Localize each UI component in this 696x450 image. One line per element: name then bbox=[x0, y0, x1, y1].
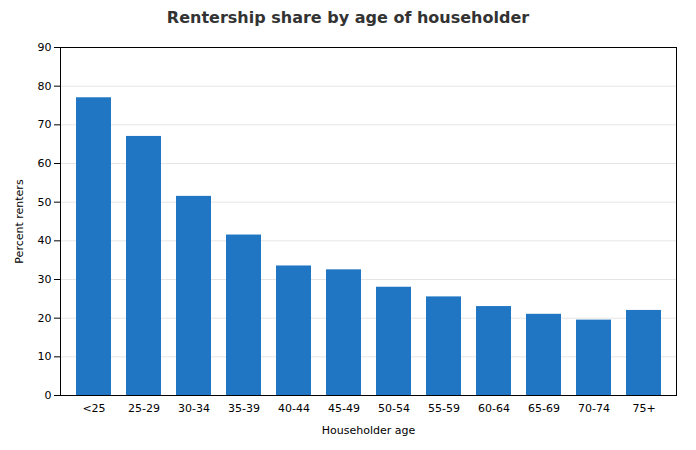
svg-text:50: 50 bbox=[38, 196, 52, 209]
svg-text:50-54: 50-54 bbox=[378, 402, 410, 415]
svg-text:40: 40 bbox=[38, 234, 52, 247]
svg-text:70: 70 bbox=[38, 118, 52, 131]
svg-text:65-69: 65-69 bbox=[528, 402, 560, 415]
svg-text:20: 20 bbox=[38, 312, 52, 325]
svg-text:10: 10 bbox=[38, 350, 52, 363]
svg-text:30-34: 30-34 bbox=[178, 402, 210, 415]
svg-text:<25: <25 bbox=[82, 402, 105, 415]
svg-text:45-49: 45-49 bbox=[328, 402, 360, 415]
svg-text:30: 30 bbox=[38, 273, 52, 286]
svg-text:75+: 75+ bbox=[632, 402, 655, 415]
svg-text:60: 60 bbox=[38, 157, 52, 170]
html-text:Rentership share by age of hou: Rentership share by age of householder bbox=[166, 8, 530, 27]
svg-text:55-59: 55-59 bbox=[428, 402, 460, 415]
svg-text:Percent renters: Percent renters bbox=[13, 179, 26, 264]
svg-text:80: 80 bbox=[38, 80, 52, 93]
svg-text:35-39: 35-39 bbox=[228, 402, 260, 415]
svg-text:60-64: 60-64 bbox=[478, 402, 510, 415]
svg-text:70-74: 70-74 bbox=[578, 402, 610, 415]
svg-text:40-44: 40-44 bbox=[278, 402, 310, 415]
svg-text:0: 0 bbox=[45, 389, 52, 402]
svg-text:Householder age: Householder age bbox=[322, 424, 416, 437]
svg-text:25-29: 25-29 bbox=[128, 402, 160, 415]
svg-text:90: 90 bbox=[38, 41, 52, 54]
